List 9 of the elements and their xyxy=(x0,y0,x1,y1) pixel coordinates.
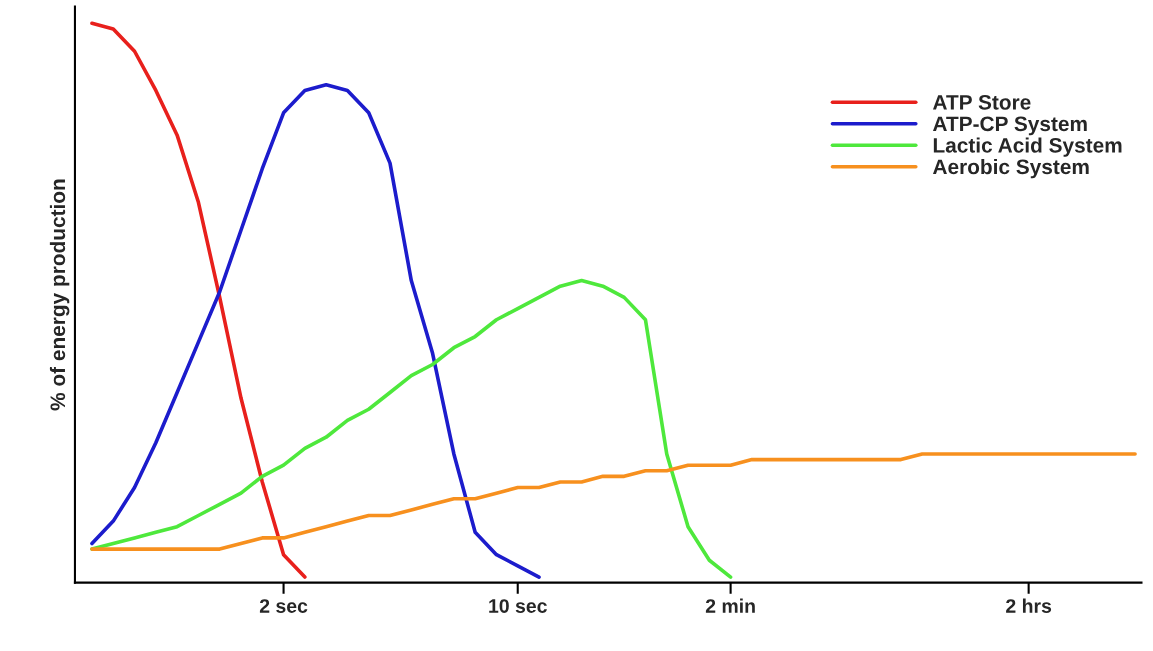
legend-label: Lactic Acid System xyxy=(933,137,1122,157)
x-tick-label: 2 min xyxy=(705,598,755,613)
x-tick-label: 2 hrs xyxy=(1006,598,1052,613)
legend-label: ATP-CP System xyxy=(932,116,1087,136)
x-tick-label: 10 sec xyxy=(489,599,547,613)
legend-label: Aerobic System xyxy=(932,158,1089,179)
x-tick-label: 2 sec xyxy=(259,599,308,613)
legend-label: ATP Store xyxy=(932,94,1031,110)
y-axis-title: % of energy production xyxy=(49,179,70,411)
